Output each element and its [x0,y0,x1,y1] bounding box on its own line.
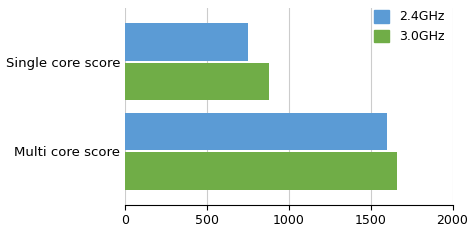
Bar [125,152,397,189]
Bar [125,113,387,150]
Bar [125,24,248,61]
Legend: 2.4GHz, 3.0GHz: 2.4GHz, 3.0GHz [369,5,449,48]
Bar [125,63,269,100]
